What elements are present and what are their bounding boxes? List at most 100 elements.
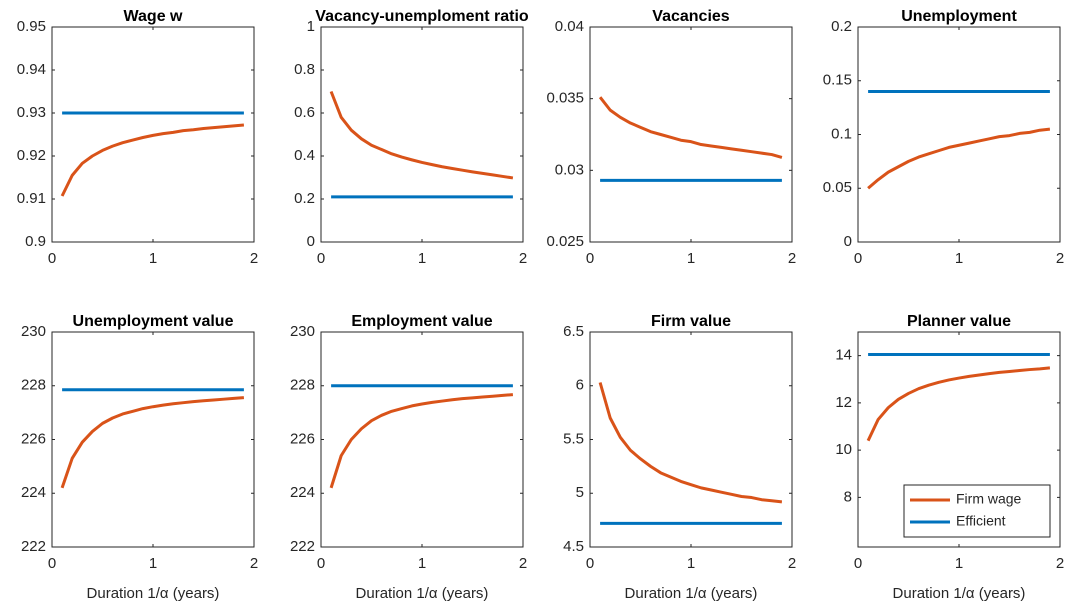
y-tick-label: 0.2 — [831, 18, 852, 35]
subplot: 222 224 226 228 230 0 1 2 Employment value Durati… — [290, 313, 527, 602]
y-tick-label: 0.03 — [555, 161, 584, 178]
x-axis-label: Duration 1/α (years) — [356, 585, 489, 602]
y-tick-label: 228 — [21, 377, 46, 394]
subplot: 0 0.2 0.4 0.6 0.8 1 0 1 2 Vacancy-unemploment rat… — [294, 8, 529, 267]
subplot-title: Vacancy-unemploment ratio — [315, 8, 529, 25]
axes-box — [857, 331, 1061, 548]
axes-box — [589, 26, 793, 243]
x-tick-label: 0 — [586, 250, 594, 267]
axes-background — [858, 27, 1060, 242]
x-tick-label: 0 — [48, 555, 56, 572]
y-tick-label: 0 — [844, 233, 852, 250]
x-tick-label: 2 — [788, 250, 796, 267]
x-tick-label: 2 — [1056, 250, 1064, 267]
y-tick-label: 1 — [307, 18, 315, 35]
subplot-title: Firm value — [651, 313, 731, 330]
y-tick-label: 222 — [21, 538, 46, 555]
x-tick-label: 2 — [519, 555, 527, 572]
x-axis-label: Duration 1/α (years) — [87, 585, 220, 602]
y-tick-label: 224 — [21, 484, 46, 501]
data-line — [866, 366, 1051, 442]
x-axis-label: Duration 1/α (years) — [893, 585, 1026, 602]
subplot-title: Planner value — [907, 313, 1011, 330]
subplot-title: Wage w — [124, 8, 184, 25]
subplot: 0 0.05 0.1 0.15 0.2 0 1 2 Unemployment — [823, 8, 1064, 267]
legend: Firm wage Efficient — [903, 484, 1051, 538]
x-tick-label: 0 — [854, 555, 862, 572]
x-tick-label: 1 — [687, 555, 695, 572]
x-axis-label: Duration 1/α (years) — [625, 585, 758, 602]
x-tick-label: 0 — [317, 555, 325, 572]
y-tick-label: 0.94 — [17, 61, 46, 78]
y-tick-label: 0.92 — [17, 147, 46, 164]
x-tick-label: 2 — [250, 250, 258, 267]
y-tick-label: 0.93 — [17, 104, 46, 121]
legend-label: Firm wage — [956, 491, 1022, 507]
x-tick-label: 1 — [418, 555, 426, 572]
data-line — [329, 90, 514, 180]
data-line — [598, 382, 783, 504]
y-tick-label: 0 — [307, 233, 315, 250]
data-line — [329, 393, 514, 489]
axes-box — [857, 26, 1061, 243]
y-tick-label: 0.95 — [17, 18, 46, 35]
axes-box — [51, 26, 255, 243]
y-tick-label: 0.4 — [294, 147, 315, 164]
subplot-title: Unemployment — [901, 8, 1017, 25]
x-tick-label: 1 — [687, 250, 695, 267]
x-tick-label: 0 — [48, 250, 56, 267]
subplot: 0.025 0.03 0.035 0.04 0 1 2 Vacancies — [546, 8, 796, 267]
subplot: 0.9 0.91 0.92 0.93 0.94 0.95 0 1 2 Wage w — [17, 8, 258, 267]
y-tick-label: 230 — [290, 323, 315, 340]
subplot-title: Vacancies — [652, 8, 730, 25]
legend-label: Efficient — [956, 513, 1006, 529]
y-tick-label: 6.5 — [563, 323, 584, 340]
x-tick-label: 2 — [519, 250, 527, 267]
y-tick-label: 5.5 — [563, 430, 584, 447]
x-tick-label: 1 — [955, 555, 963, 572]
y-tick-label: 12 — [835, 394, 852, 411]
y-tick-label: 4.5 — [563, 538, 584, 555]
x-tick-label: 1 — [418, 250, 426, 267]
axes-box — [320, 26, 524, 243]
y-tick-label: 0.6 — [294, 104, 315, 121]
x-tick-label: 2 — [1056, 555, 1064, 572]
subplot: 4.5 5 5.5 6 6.5 0 1 2 Firm value Duration 1/α (ye… — [563, 313, 796, 602]
y-tick-label: 0.91 — [17, 190, 46, 207]
x-tick-label: 0 — [586, 555, 594, 572]
subplot-title: Unemployment value — [73, 313, 234, 330]
data-line — [60, 123, 245, 197]
x-tick-label: 1 — [955, 250, 963, 267]
axes-box — [589, 331, 793, 548]
y-tick-label: 0.04 — [555, 18, 584, 35]
y-tick-label: 0.9 — [25, 233, 46, 250]
y-tick-label: 230 — [21, 323, 46, 340]
y-tick-label: 0.025 — [546, 233, 584, 250]
y-tick-label: 0.05 — [823, 179, 852, 196]
x-tick-label: 0 — [317, 250, 325, 267]
subplot-title: Employment value — [351, 313, 492, 330]
data-line — [60, 396, 245, 489]
legend-box — [903, 484, 1051, 538]
x-tick-label: 2 — [250, 555, 258, 572]
axes-box — [320, 331, 524, 548]
y-tick-label: 0.15 — [823, 72, 852, 89]
axes-background — [321, 332, 523, 547]
y-tick-label: 226 — [21, 430, 46, 447]
y-tick-label: 6 — [576, 377, 584, 394]
y-tick-label: 10 — [835, 441, 852, 458]
y-tick-label: 0.035 — [546, 90, 584, 107]
data-line — [598, 96, 783, 159]
data-line — [867, 127, 1051, 190]
y-tick-label: 8 — [844, 488, 852, 505]
axes-background — [321, 27, 523, 242]
axes-box — [51, 331, 255, 548]
subplot: 222 224 226 228 230 0 1 2 Unemployment value Dura… — [21, 313, 258, 602]
y-tick-label: 224 — [290, 484, 315, 501]
x-tick-label: 1 — [149, 555, 157, 572]
x-tick-label: 1 — [149, 250, 157, 267]
y-tick-label: 228 — [290, 377, 315, 394]
y-tick-label: 0.2 — [294, 190, 315, 207]
x-tick-label: 0 — [854, 250, 862, 267]
